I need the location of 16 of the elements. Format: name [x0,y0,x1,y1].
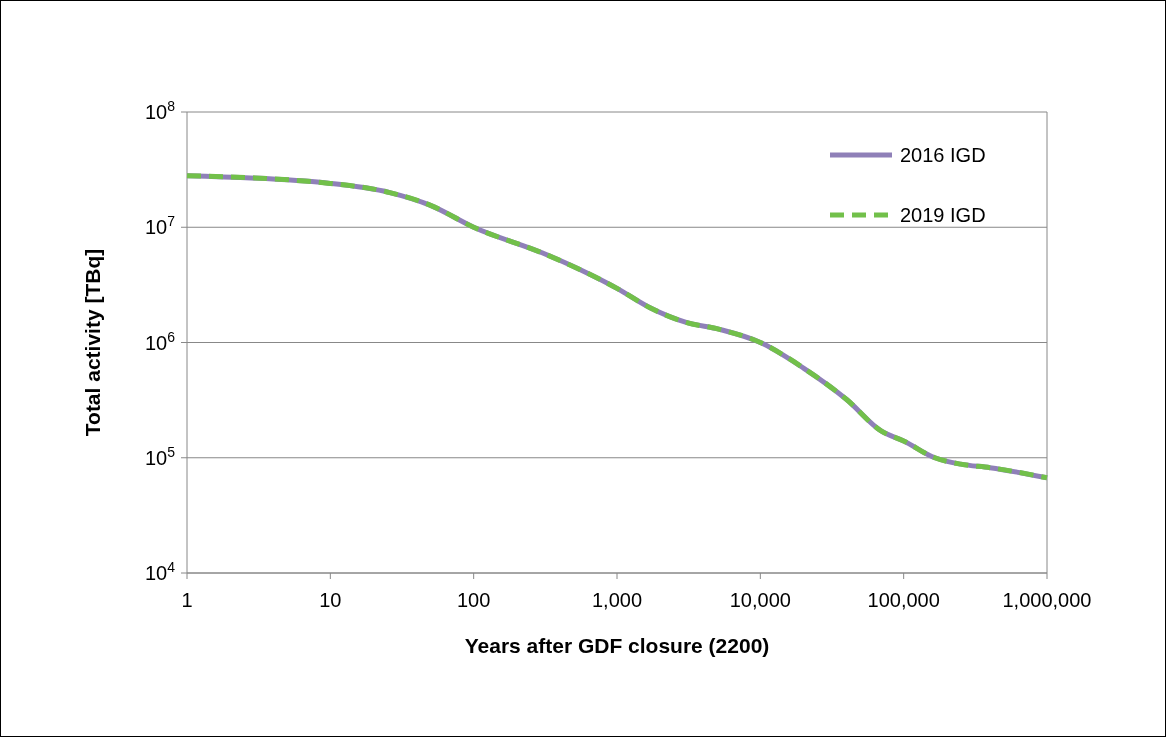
x-tick-label: 1,000 [591,589,643,611]
x-tick-label: 100,000 [867,589,940,611]
legend-label: 2019 IGD [900,204,986,226]
y-tick-label: 10$^{5}$ [144,443,176,469]
y-tick-label: 10$^{4}$ [144,559,176,584]
y-axis-title: Total activity [TBq] [81,248,104,437]
x-tick-label: 1 [181,589,193,611]
y-tick-label: 10$^{8}$ [144,98,176,123]
x-axis-title: Years after GDF closure (2200) [464,634,770,657]
x-tick-label: 10,000 [729,589,791,611]
x-tick-label: 100 [456,589,491,611]
legend-label: 2016 IGD [900,144,986,166]
x-tick-label: 1,000,000 [1002,589,1092,611]
x-tick-label: 10 [319,589,342,611]
y-tick-label: 10$^{7}$ [144,213,176,239]
y-tick-label: 10$^{6}$ [144,328,176,354]
